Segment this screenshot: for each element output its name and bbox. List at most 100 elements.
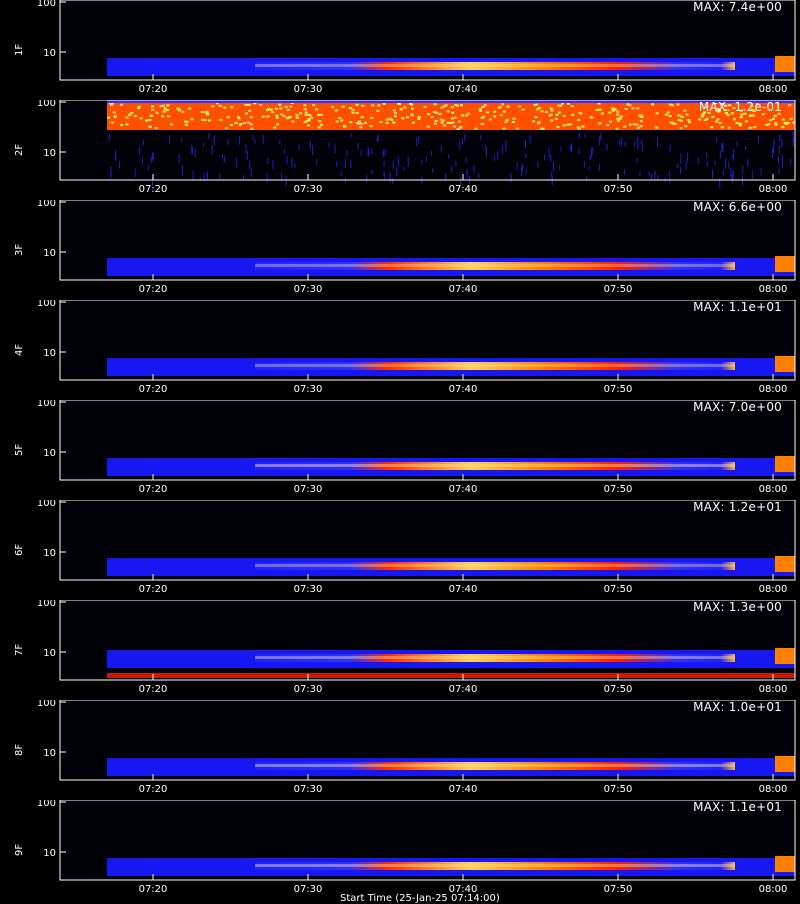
noise-speck	[467, 113, 470, 115]
noise-speck	[130, 112, 133, 114]
noise-streak	[600, 133, 601, 140]
noise-speck	[545, 111, 548, 113]
noise-speck	[267, 108, 270, 110]
noise-streak	[698, 157, 699, 163]
noise-speck	[636, 107, 639, 109]
noise-speck	[225, 127, 228, 129]
noise-streak	[236, 158, 237, 168]
noise-speck	[305, 111, 308, 113]
max-label: MAX: 1.2e+01	[693, 500, 782, 514]
noise-speck	[434, 103, 437, 105]
noise-speck	[411, 108, 414, 110]
noise-streak	[384, 172, 385, 176]
x-tick-label: 07:40	[449, 84, 478, 95]
noise-streak	[592, 147, 593, 151]
noise-speck	[670, 122, 673, 124]
noise-streak	[316, 159, 317, 165]
noise-speck	[481, 117, 484, 119]
noise-speck	[667, 111, 670, 113]
noise-streak	[686, 163, 687, 170]
noise-streak	[350, 161, 351, 168]
noise-speck	[701, 114, 704, 116]
noise-speck	[286, 117, 289, 119]
noise-streak	[720, 150, 721, 158]
noise-speck	[401, 117, 404, 119]
noise-speck	[555, 114, 558, 116]
noise-speck	[276, 123, 279, 125]
noise-speck	[733, 118, 736, 120]
noise-streak	[599, 164, 600, 171]
noise-speck	[571, 114, 574, 116]
noise-speck	[137, 107, 140, 109]
noise-streak	[742, 166, 743, 174]
noise-streak	[497, 150, 498, 159]
noise-speck	[219, 119, 222, 121]
noise-speck	[370, 125, 373, 127]
noise-streak	[687, 153, 688, 163]
band-bottom	[107, 673, 795, 678]
noise-streak	[247, 151, 248, 160]
noise-speck	[479, 108, 482, 110]
noise-streak	[351, 133, 352, 137]
noise-speck	[639, 125, 642, 127]
noise-streak	[200, 177, 201, 182]
x-tick-label: 07:20	[139, 384, 168, 395]
noise-speck	[181, 111, 184, 113]
noise-speck	[632, 107, 635, 109]
noise-speck	[616, 128, 619, 130]
noise-streak	[742, 177, 743, 186]
band-end	[775, 56, 795, 72]
noise-speck	[638, 114, 641, 116]
max-label: MAX: 7.4e+00	[693, 0, 782, 14]
noise-speck	[349, 121, 352, 123]
noise-speck	[781, 126, 784, 128]
noise-speck	[276, 117, 279, 119]
x-tick-label: 08:00	[759, 584, 788, 595]
max-label: MAX: 7.0e+00	[693, 400, 782, 414]
panel-label: 3F	[14, 244, 25, 256]
noise-speck	[219, 105, 222, 107]
noise-speck	[655, 126, 658, 128]
noise-speck	[671, 104, 674, 106]
noise-streak	[462, 139, 463, 145]
x-tick-label: 07:20	[139, 484, 168, 495]
noise-streak	[421, 159, 422, 165]
noise-streak	[179, 154, 180, 163]
noise-speck	[774, 122, 777, 124]
y-tick-label: 100	[37, 800, 56, 809]
panel-label: 5F	[14, 444, 25, 456]
panel-3F: 100 10 07:20 07:30 07:40 07:50 08:00 3F MAX: 6.6…	[0, 200, 800, 300]
noise-speck	[342, 106, 345, 108]
noise-speck	[450, 122, 453, 124]
noise-streak	[732, 155, 733, 160]
noise-streak	[441, 146, 442, 153]
noise-speck	[410, 104, 413, 106]
noise-speck	[606, 124, 609, 126]
noise-streak	[245, 144, 246, 154]
x-axis-title: Start Time (25-Jan-25 07:14:00)	[340, 893, 500, 904]
x-tick-label: 07:40	[449, 284, 478, 295]
x-tick-label: 07:20	[139, 84, 168, 95]
noise-streak	[459, 142, 460, 150]
noise-streak	[286, 176, 287, 186]
noise-speck	[451, 112, 454, 114]
noise-speck	[211, 105, 214, 107]
x-tick-label: 07:50	[604, 284, 633, 295]
panel-1F: 100 10 07:20 07:30 07:40 07:50 08:00 1F MAX: 7.4…	[0, 0, 800, 100]
band-end	[775, 356, 795, 372]
noise-streak	[723, 170, 724, 175]
noise-speck	[460, 104, 463, 106]
noise-streak	[578, 148, 579, 154]
noise-speck	[475, 128, 478, 130]
noise-streak	[384, 160, 385, 166]
noise-speck	[248, 104, 251, 106]
noise-speck	[271, 111, 274, 113]
noise-speck	[616, 111, 619, 113]
noise-speck	[512, 121, 515, 123]
noise-speck	[516, 127, 519, 129]
panel-6F: 100 10 07:20 07:30 07:40 07:50 08:00 6F MAX: 1.2…	[0, 500, 800, 600]
noise-speck	[711, 116, 714, 118]
x-tick-label: 07:20	[139, 884, 168, 895]
noise-streak	[651, 174, 652, 180]
noise-speck	[479, 110, 482, 112]
